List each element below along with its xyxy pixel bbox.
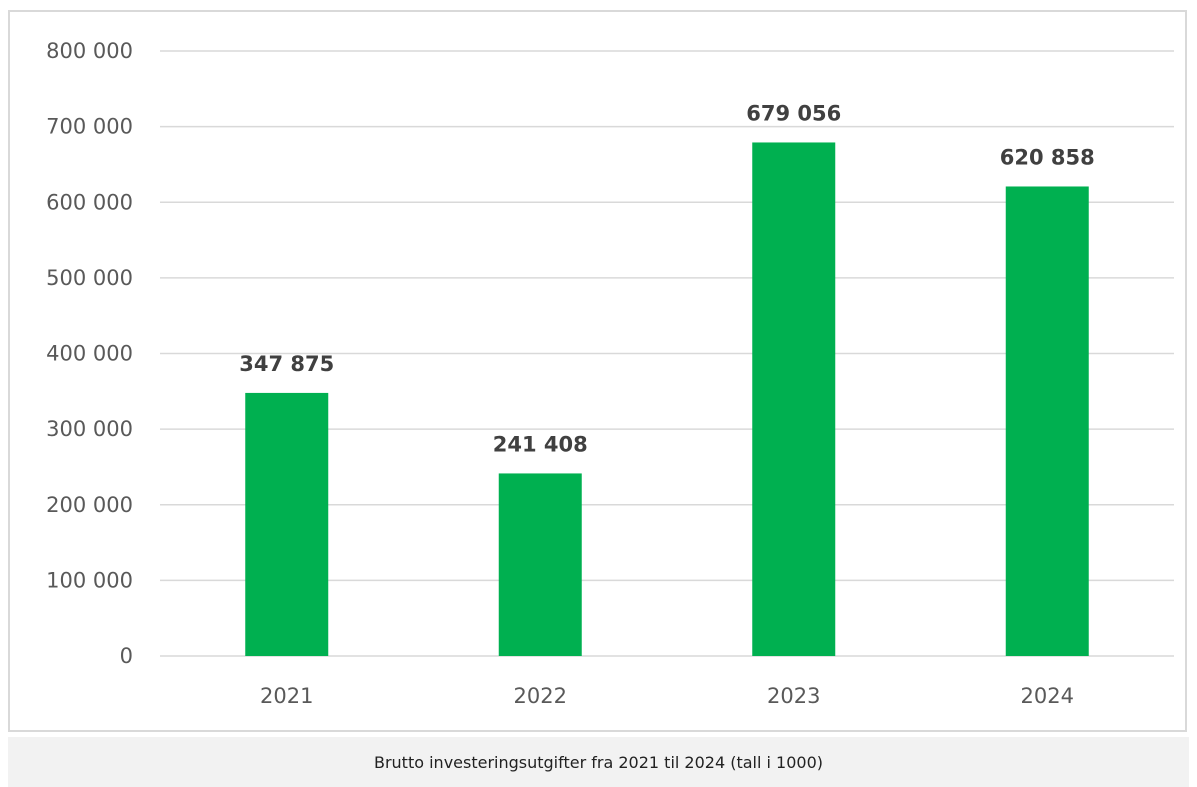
data-label: 679 056 — [746, 101, 841, 125]
bar-chart: 0 100 000 200 000 300 000 400 000 500 000 600 … — [46, 39, 1174, 708]
x-tick-label: 2024 — [1021, 684, 1074, 708]
data-label: 241 408 — [493, 432, 588, 456]
bar — [1005, 186, 1089, 656]
y-tick-label: 0 — [120, 644, 133, 668]
figure-caption: Brutto investeringsutgifter fra 2021 til… — [373, 752, 824, 772]
y-tick-label: 300 000 — [46, 417, 133, 441]
bar — [752, 142, 836, 657]
x-tick-label: 2023 — [767, 684, 820, 708]
y-tick-label: 100 000 — [46, 568, 133, 592]
y-tick-label: 200 000 — [46, 493, 133, 517]
chart-frame: 0 100 000 200 000 300 000 400 000 500 000 600 … — [8, 10, 1187, 732]
bar — [498, 473, 582, 656]
x-tick-label: 2021 — [260, 684, 313, 708]
caption-bar: Brutto investeringsutgifter fra 2021 til… — [8, 737, 1189, 787]
y-tick-label: 400 000 — [46, 342, 133, 366]
data-label: 620 858 — [1000, 145, 1095, 169]
y-tick-label: 500 000 — [46, 266, 133, 290]
x-tick-label: 2022 — [514, 684, 567, 708]
y-tick-label: 800 000 — [46, 39, 133, 63]
y-tick-label: 600 000 — [46, 190, 133, 214]
data-label: 347 875 — [239, 352, 334, 376]
y-tick-label: 700 000 — [46, 115, 133, 139]
bar — [245, 392, 329, 656]
